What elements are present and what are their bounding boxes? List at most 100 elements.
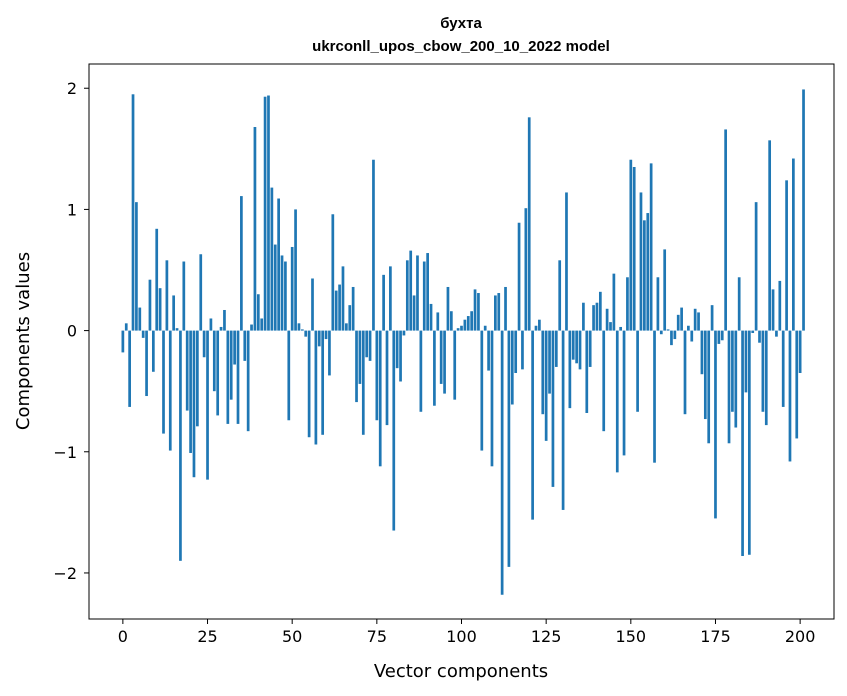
bars-group — [121, 89, 805, 595]
bar — [649, 163, 653, 331]
bar — [233, 330, 236, 365]
x-tick-label: 75 — [367, 627, 387, 646]
bar — [226, 330, 230, 424]
bar — [240, 196, 243, 331]
bar — [497, 293, 501, 331]
bar — [141, 330, 145, 338]
x-tick-label: 25 — [197, 627, 217, 646]
bar — [792, 158, 795, 331]
bar — [365, 330, 369, 358]
bar — [375, 330, 379, 421]
bar — [297, 323, 301, 331]
bar — [433, 330, 436, 406]
bar — [317, 330, 321, 347]
bar — [321, 330, 325, 435]
bar — [412, 295, 416, 331]
bar — [416, 255, 419, 331]
bar — [632, 167, 636, 331]
bar — [155, 228, 159, 331]
bar — [179, 330, 182, 561]
bar — [399, 330, 402, 382]
y-tick-label: 1 — [67, 200, 77, 219]
bar — [578, 330, 582, 370]
bar — [175, 328, 179, 331]
bar — [148, 279, 152, 331]
bar — [714, 330, 717, 519]
bar — [212, 330, 216, 392]
bar — [609, 322, 612, 331]
bar — [764, 330, 768, 426]
bar — [646, 213, 650, 331]
bar — [561, 330, 565, 510]
bar — [615, 330, 619, 473]
bar — [582, 302, 585, 331]
bar — [697, 312, 700, 331]
bar — [328, 330, 331, 376]
bar — [466, 316, 470, 331]
bar — [802, 89, 805, 331]
bar — [585, 330, 589, 413]
bar — [331, 214, 335, 331]
bar — [541, 330, 545, 415]
bar — [345, 323, 348, 331]
bar — [741, 330, 744, 556]
bar — [382, 274, 385, 331]
bar — [504, 286, 507, 331]
bar — [602, 330, 606, 432]
bar — [422, 261, 426, 331]
bar — [483, 325, 487, 331]
bar — [206, 330, 209, 480]
bar — [656, 277, 660, 331]
bar — [436, 312, 440, 331]
bar — [348, 305, 352, 331]
x-tick-label: 100 — [446, 627, 477, 646]
bar — [219, 326, 223, 331]
bar — [480, 330, 484, 451]
bar — [470, 311, 474, 331]
bar — [575, 330, 578, 364]
bar — [260, 318, 264, 331]
bar — [626, 277, 629, 331]
bar — [392, 330, 396, 531]
bar — [592, 305, 595, 331]
bar — [131, 94, 135, 331]
bar — [724, 129, 727, 331]
bar — [189, 330, 192, 453]
bar — [284, 261, 287, 331]
bar — [202, 330, 206, 358]
bar — [378, 330, 382, 467]
bar — [267, 95, 270, 331]
bar — [358, 330, 362, 384]
bar — [294, 209, 297, 331]
bar — [544, 330, 548, 441]
x-axis-label: Vector components — [374, 661, 548, 682]
bar — [216, 330, 220, 416]
bar — [643, 220, 646, 331]
bar — [405, 260, 409, 331]
bar — [368, 330, 372, 361]
bar — [707, 330, 711, 444]
bar — [666, 329, 670, 331]
bar — [571, 330, 575, 360]
bar — [456, 328, 460, 331]
bar — [510, 330, 514, 405]
bar — [351, 286, 355, 331]
bar — [168, 330, 172, 451]
bar — [409, 250, 413, 331]
bar — [781, 330, 785, 407]
bar — [256, 294, 260, 331]
bar — [527, 117, 531, 331]
bar — [507, 330, 511, 567]
bar — [236, 330, 240, 424]
bar — [243, 330, 247, 361]
x-tick-label: 150 — [616, 627, 647, 646]
bar — [629, 159, 633, 331]
bar — [693, 308, 697, 331]
bar — [138, 307, 142, 331]
bar — [758, 330, 761, 343]
bar — [795, 330, 799, 439]
bar — [209, 318, 213, 331]
bar — [703, 330, 707, 420]
bar — [355, 330, 358, 403]
bar — [622, 330, 626, 456]
